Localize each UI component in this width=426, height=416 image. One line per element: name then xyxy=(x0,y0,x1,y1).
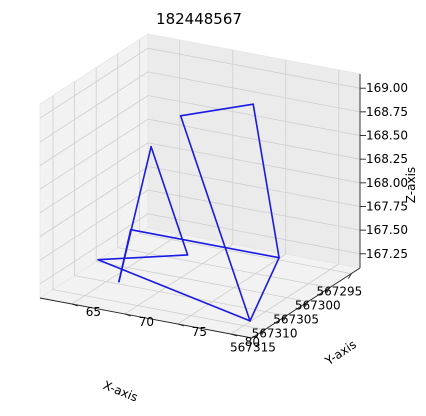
z-tick-label: 167.50 xyxy=(366,223,408,237)
z-tick-label: 167.25 xyxy=(366,247,408,261)
y-tick-label: 80 xyxy=(245,335,260,349)
z-tick-label: 168.50 xyxy=(366,129,408,143)
z-tick-label: 167.75 xyxy=(366,199,408,213)
z-tick-label: 169.00 xyxy=(366,81,408,95)
x-axis-label: X-axis xyxy=(101,378,140,404)
z-tick-label: 168.00 xyxy=(366,176,408,190)
axis-panes xyxy=(40,34,360,338)
x-tick-label: 567305 xyxy=(273,313,319,327)
x-tick-label: 567295 xyxy=(316,285,362,299)
y-tick-label: 65 xyxy=(86,305,101,319)
z-axis-label: Z-axis xyxy=(404,167,418,203)
x-tick-label: 567300 xyxy=(295,299,341,313)
z-tick-label: 168.25 xyxy=(366,152,408,166)
y-tick-label: 70 xyxy=(139,315,154,329)
y-axis-label: Y-axis xyxy=(322,337,359,368)
y-tick-label: 75 xyxy=(192,325,207,339)
chart-title: 182448567 xyxy=(156,10,242,28)
z-tick-label: 168.75 xyxy=(366,105,408,119)
